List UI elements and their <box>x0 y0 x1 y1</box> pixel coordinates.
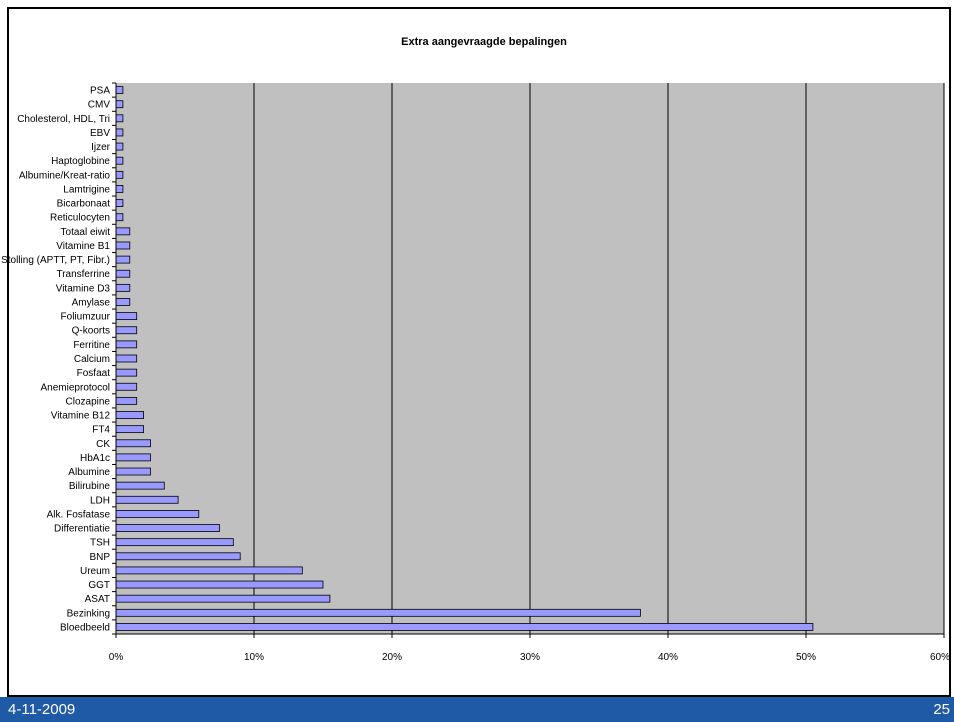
category-label: Foliumzuur <box>61 312 111 323</box>
category-label: ASAT <box>85 594 110 605</box>
bar <box>115 142 124 151</box>
x-tick-label: 10% <box>244 652 264 663</box>
bar <box>115 538 234 547</box>
bar <box>115 580 324 589</box>
category-label: GGT <box>88 580 110 591</box>
bar <box>115 566 303 575</box>
category-label: EBV <box>90 128 110 139</box>
bar <box>115 453 151 462</box>
bar <box>115 524 220 532</box>
category-label: Bloedbeeld <box>60 622 110 633</box>
category-label: Calcium <box>74 354 110 365</box>
x-tick-label: 20% <box>382 652 402 663</box>
bar <box>115 199 124 207</box>
category-label: Ferritine <box>73 340 110 351</box>
bar <box>115 156 124 165</box>
x-tick-label: 30% <box>520 652 540 663</box>
category-label: Q-koorts <box>72 326 110 337</box>
category-label: Differentiatie <box>54 524 110 535</box>
chart-title: Extra aangevraagde bepalingen <box>401 36 567 48</box>
page-number: 25 <box>933 701 950 718</box>
bar <box>115 86 124 94</box>
category-label: Transferrine <box>56 269 110 280</box>
category-label: Bicarbonaat <box>57 199 111 210</box>
bar <box>115 368 138 377</box>
bar <box>115 396 138 405</box>
category-label: Vitamine B1 <box>56 241 110 252</box>
category-labels: PSA CMV Cholesterol, HDL, Tri EBV Ijzer Hapto… <box>1 86 111 634</box>
bar <box>115 170 124 179</box>
bar <box>115 354 138 363</box>
category-label: Vitamine B12 <box>51 411 111 422</box>
bar <box>115 340 138 349</box>
category-label: Bezinking <box>67 608 110 619</box>
category-label: Albumine/Kreat-ratio <box>19 170 111 181</box>
category-label: Totaal eiwit <box>61 227 111 238</box>
bar <box>115 439 151 448</box>
bar <box>115 312 138 321</box>
category-label: BNP <box>89 552 110 563</box>
x-tick-label: 50% <box>796 652 816 663</box>
category-label: PSA <box>90 86 110 97</box>
bar <box>115 241 131 250</box>
category-label: Bilirubine <box>69 481 111 492</box>
bar-series <box>115 86 814 631</box>
bar <box>115 185 124 193</box>
bar <box>115 298 131 306</box>
bar <box>115 100 124 109</box>
category-label: Ijzer <box>91 142 111 153</box>
bar <box>115 326 138 335</box>
bar <box>115 467 151 476</box>
category-label: FT4 <box>92 425 110 436</box>
category-label: Alk. Fosfatase <box>47 509 111 520</box>
category-label: Cholesterol, HDL, Tri <box>17 114 110 125</box>
category-label: HbA1c <box>80 453 110 464</box>
bar <box>115 114 124 123</box>
category-label: Amylase <box>72 297 111 308</box>
category-label: Vitamine D3 <box>56 283 111 294</box>
bar <box>115 255 131 264</box>
bar <box>115 227 131 236</box>
bar <box>115 411 145 419</box>
category-label: Anemieprotocol <box>41 382 110 393</box>
category-label: CMV <box>88 100 111 111</box>
axes <box>112 82 945 638</box>
category-label: Fosfaat <box>77 368 111 379</box>
bar <box>115 382 138 391</box>
bar <box>115 510 200 518</box>
bar <box>115 608 641 617</box>
category-label: Haptoglobine <box>51 156 110 167</box>
x-tick-labels: 0% 10% 20% 30% 40% 50% 60% <box>109 652 950 663</box>
category-label: Albumine <box>68 467 110 478</box>
bar <box>115 269 131 278</box>
category-label: Ureum <box>80 566 110 577</box>
slide-footer: 4-11-2009 25 <box>0 697 954 722</box>
bar <box>115 283 131 292</box>
x-tick-label: 60% <box>930 652 950 663</box>
x-tick-label: 0% <box>109 652 124 663</box>
category-label: Clozapine <box>66 396 111 407</box>
bar <box>115 425 145 434</box>
x-tick-label: 40% <box>658 652 678 663</box>
category-label: LDH <box>90 495 110 506</box>
bar <box>115 213 124 222</box>
bar <box>115 481 165 490</box>
bar <box>115 552 241 561</box>
category-label: CK <box>96 439 110 450</box>
bar <box>115 128 124 137</box>
category-label: Stolling (APTT, PT, Fibr.) <box>1 255 110 266</box>
bar-chart: Extra aangevraagde bepalingen PSA CMV Chol… <box>1 36 950 663</box>
bar <box>115 623 814 631</box>
bar <box>115 594 331 603</box>
footer-date: 4-11-2009 <box>8 701 76 718</box>
grid-lines <box>253 83 945 634</box>
category-label: Lamtrigine <box>63 184 110 195</box>
category-label: TSH <box>90 538 110 549</box>
bar <box>115 495 179 504</box>
category-label: Reticulocyten <box>50 213 110 224</box>
